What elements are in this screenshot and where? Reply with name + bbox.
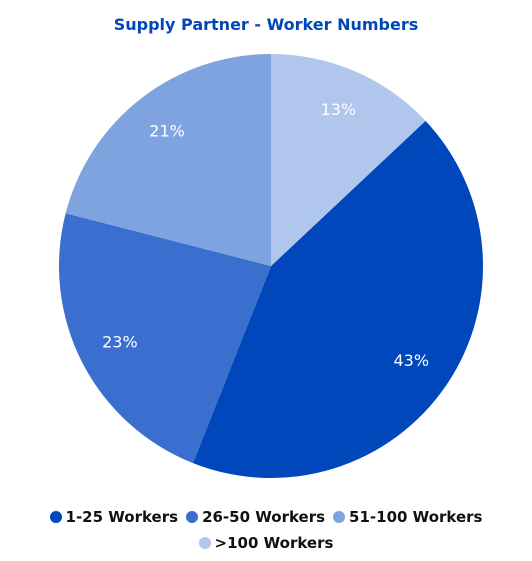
pie-slice (59, 213, 272, 464)
legend-swatch (198, 537, 211, 549)
legend: 1-25 Workers 26-50 Workers 51-100 Workers >… (0, 508, 532, 552)
value-label: 23% (102, 332, 138, 351)
legend-swatch (333, 511, 346, 523)
legend-item: 1-25 Workers (49, 508, 179, 526)
legend-item: 51-100 Workers (333, 508, 482, 526)
legend-swatch (186, 511, 199, 523)
legend-label: 51-100 Workers (349, 508, 483, 526)
chart-title: Supply Partner - Worker Numbers (114, 15, 419, 34)
pie-slice (65, 54, 271, 266)
legend-item: >100 Workers (198, 534, 334, 552)
legend-swatch (49, 511, 62, 523)
legend-label: >100 Workers (214, 534, 334, 552)
legend-item: 26-50 Workers (186, 508, 325, 526)
value-label: 13% (321, 100, 357, 119)
value-label: 21% (149, 121, 185, 140)
value-label: 43% (393, 351, 429, 370)
chart: Supply Partner - Worker Numbers 43% 23% 21… (59, 15, 484, 479)
pie-slice (271, 54, 426, 266)
pie-slice (192, 120, 484, 479)
legend-label: 26-50 Workers (202, 508, 326, 526)
legend-label: 1-25 Workers (65, 508, 179, 526)
